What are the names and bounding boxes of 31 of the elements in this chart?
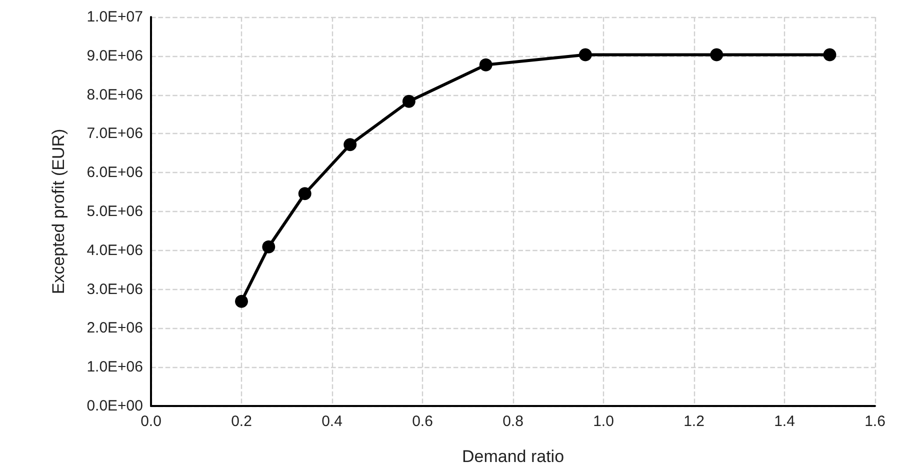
y-tick-label: 4.0E+06 — [86, 242, 143, 259]
y-axis-title: Excepted profit (EUR) — [49, 128, 68, 294]
x-tick-label: 1.4 — [774, 413, 795, 430]
point — [262, 240, 276, 254]
y-tick-label: 5.0E+06 — [86, 203, 143, 220]
x-tick-label: 0.2 — [231, 413, 252, 430]
point — [578, 48, 592, 62]
point — [823, 48, 836, 62]
point — [235, 294, 248, 308]
y-tick-label: 3.0E+06 — [86, 280, 143, 298]
x-tick-label: 1.2 — [684, 413, 704, 430]
x-axis-title: Demand ratio — [462, 447, 564, 466]
point — [402, 94, 416, 108]
point — [344, 138, 357, 152]
point — [710, 48, 724, 62]
point — [479, 58, 492, 72]
y-tick-label: 2.0E+06 — [86, 320, 143, 337]
point — [298, 187, 312, 200]
y-tick-label: 6.0E+06 — [86, 164, 143, 182]
x-tick-label: 0.4 — [322, 413, 342, 430]
y-tick-label: 8.0E+06 — [86, 86, 143, 104]
x-tick-label: 1.0 — [593, 413, 614, 430]
y-tick-label: 7.0E+06 — [86, 125, 143, 142]
x-tick-label: 1.6 — [864, 413, 886, 430]
x-tick-label: 0.6 — [412, 413, 433, 430]
y-tick-label: 0.0E+00 — [86, 398, 143, 414]
y-tick-label: 1.0E+06 — [86, 358, 143, 376]
x-tick-label: 0.0 — [140, 413, 162, 430]
y-tick-label: 1.0E+07 — [86, 8, 143, 26]
x-tick-label: 0.8 — [502, 413, 524, 430]
y-tick-label: 9.0E+06 — [86, 47, 143, 64]
